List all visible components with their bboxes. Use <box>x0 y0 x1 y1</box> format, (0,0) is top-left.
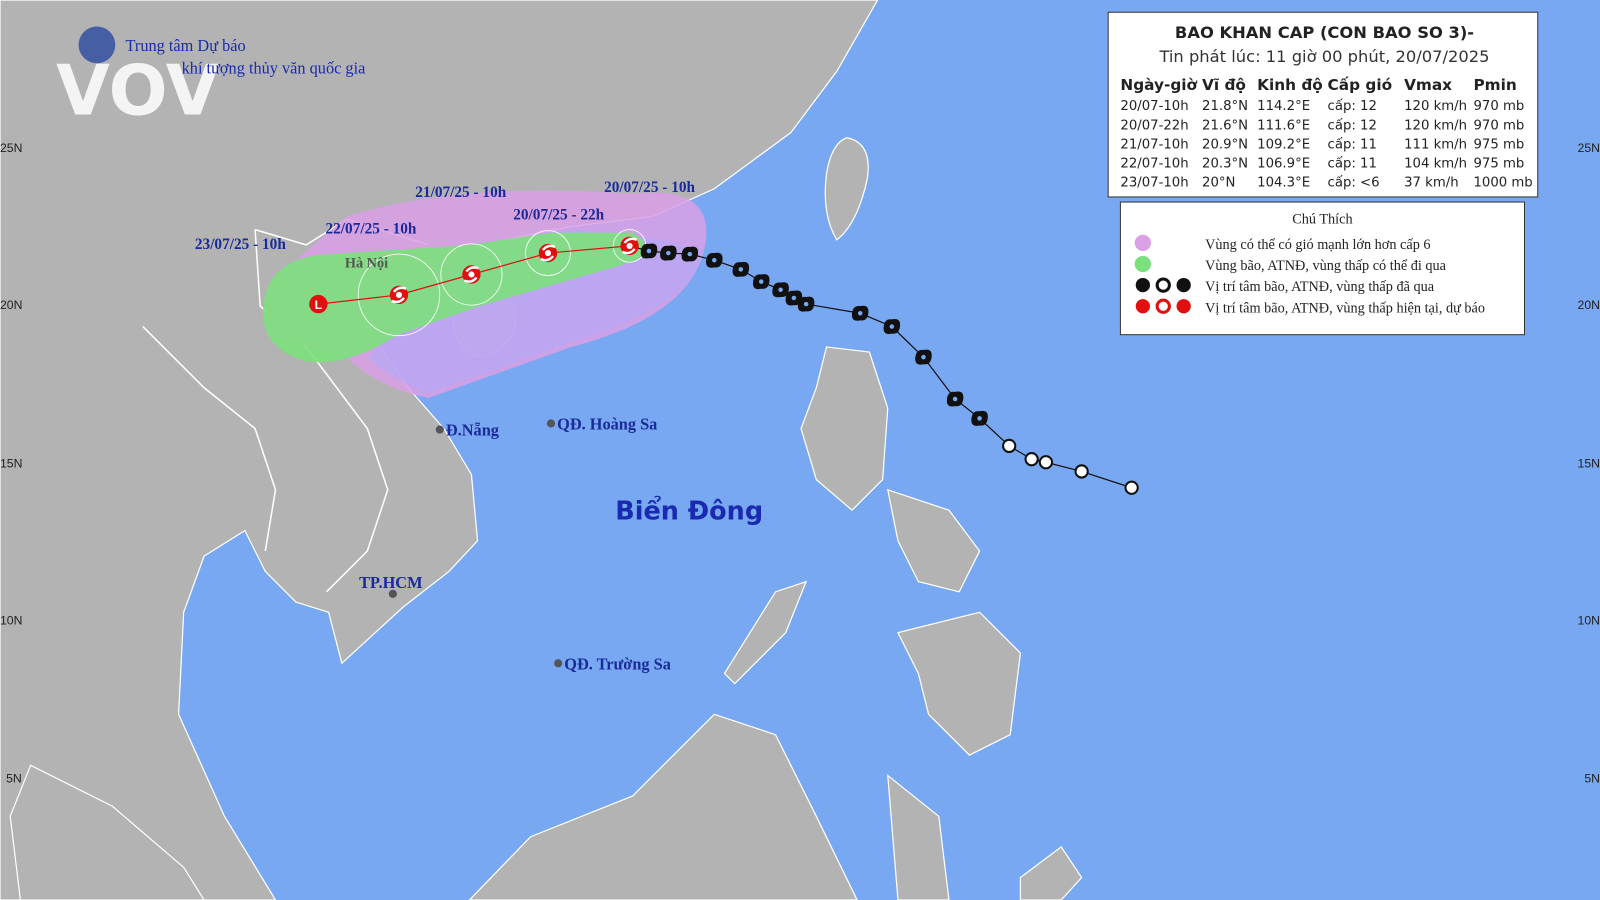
place-label: QĐ. Hoàng Sa <box>557 415 657 434</box>
table-cell: 111 km/h <box>1404 137 1467 152</box>
legend-frame <box>1119 201 1525 336</box>
legend-item: Vùng bão, ATNĐ, vùng thấp có thể đi qua <box>1205 258 1447 274</box>
table-header: Cấp gió <box>1328 76 1393 94</box>
legend-item: Vùng có thể có gió mạnh lớn hơn cấp 6 <box>1205 237 1430 253</box>
past-positions <box>640 243 1139 495</box>
lat-label: 5N <box>1584 772 1600 786</box>
track-label: 20/07/25 - 10h <box>604 179 695 196</box>
table-cell: 120 km/h <box>1404 99 1467 114</box>
table-cell: 21.8°N <box>1202 99 1248 114</box>
table-cell: 120 km/h <box>1404 118 1467 133</box>
place-label: QĐ. Trường Sa <box>564 654 671 673</box>
table-cell: cấp: 12 <box>1328 98 1377 114</box>
lat-label: 20N <box>0 298 22 312</box>
lat-label: 15N <box>1578 456 1600 470</box>
table-cell: 104 km/h <box>1404 156 1467 171</box>
forecast-positions: L <box>309 235 641 314</box>
table-cell: 970 mb <box>1473 99 1524 114</box>
logo-org: Trung tâm Dự báo <box>126 36 246 55</box>
lat-label: 10N <box>1578 613 1600 627</box>
table-cell: 20/07-22h <box>1120 118 1188 133</box>
track-label: 23/07/25 - 10h <box>195 236 286 253</box>
legend-swatch <box>1135 299 1150 314</box>
place-label: Hà Nội <box>345 255 388 271</box>
table-cell: 21/07-10h <box>1120 137 1188 152</box>
table-cell: 106.9°E <box>1257 156 1310 171</box>
lat-label: 25N <box>1578 141 1600 155</box>
table-header: Vmax <box>1404 76 1452 94</box>
table-cell: cấp: 11 <box>1328 136 1377 152</box>
legend-item: Vị trí tâm bão, ATNĐ, vùng thấp đã qua <box>1205 279 1435 295</box>
track-label: 20/07/25 - 22h <box>513 206 604 223</box>
track-label: 22/07/25 - 10h <box>326 221 417 238</box>
svg-text:L: L <box>315 298 323 312</box>
table-cell: 975 mb <box>1473 137 1524 152</box>
info-title: BAO KHAN CAP (CON BAO SO 3)- <box>1175 23 1474 42</box>
latitude-labels: 25N 20N 15N 10N 5N 25N 20N 15N 10N 5N <box>0 141 1600 786</box>
table-cell: 20.9°N <box>1202 137 1248 152</box>
table-cell: 22/07-10h <box>1120 156 1188 171</box>
lat-label: 25N <box>0 141 22 155</box>
table-header: Kinh độ <box>1257 76 1323 94</box>
lat-label: 10N <box>0 613 22 627</box>
legend: Chú Thích Vùng có thể có gió mạnh lớn hơ… <box>1119 201 1525 336</box>
legend-swatch <box>1134 234 1152 252</box>
lat-label: 5N <box>6 772 22 786</box>
legend-swatch <box>1155 277 1171 293</box>
table-cell: 1000 mb <box>1473 176 1532 191</box>
table-cell: 20/07-10h <box>1120 99 1188 114</box>
logo: VOV Trung tâm Dự báo khí tượng thủy văn … <box>56 26 366 131</box>
storm-path-zone <box>263 232 646 363</box>
lat-label: 20N <box>1578 298 1600 312</box>
table-cell: 20°N <box>1202 176 1235 191</box>
legend-item: Vị trí tâm bão, ATNĐ, vùng thấp hiện tại… <box>1205 300 1485 316</box>
logo-org: khí tượng thủy văn quốc gia <box>182 58 366 77</box>
legend-swatch <box>1176 299 1191 314</box>
table-cell: 37 km/h <box>1404 176 1459 191</box>
logo-brand: VOV <box>56 51 220 131</box>
info-box-frame <box>1107 11 1539 198</box>
table-cell: 21.6°N <box>1202 118 1248 133</box>
info-box: BAO KHAN CAP (CON BAO SO 3)- Tin phát lú… <box>1107 11 1539 198</box>
legend-swatch <box>1135 277 1150 293</box>
info-subtitle: Tin phát lúc: 11 giờ 00 phút, 20/07/2025 <box>1158 47 1489 66</box>
city-dots <box>388 419 563 668</box>
sea-label: Biển Đông <box>615 495 763 526</box>
table-cell: cấp: 12 <box>1328 117 1377 133</box>
legend-swatch <box>1134 255 1152 273</box>
legend-swatch <box>1155 298 1171 314</box>
table-cell: cấp: <6 <box>1328 175 1380 191</box>
legend-title: Chú Thích <box>1292 211 1352 227</box>
risk-zones <box>263 190 707 398</box>
table-header: Vĩ độ <box>1202 76 1246 94</box>
table-cell: 104.3°E <box>1257 176 1310 191</box>
place-label: TP.HCM <box>359 573 422 592</box>
table-cell: 114.2°E <box>1257 99 1310 114</box>
table-header: Ngày-giờ <box>1120 76 1197 94</box>
lat-label: 15N <box>0 456 22 470</box>
table-cell: 111.6°E <box>1257 118 1310 133</box>
table-cell: 23/07-10h <box>1120 176 1188 191</box>
track-label: 21/07/25 - 10h <box>415 184 506 201</box>
strong-wind-zone-sea <box>367 230 705 393</box>
legend-swatch <box>1176 277 1191 293</box>
place-label: Đ.Nẵng <box>446 421 499 440</box>
table-header: Pmin <box>1473 76 1516 94</box>
table-cell: 109.2°E <box>1257 137 1310 152</box>
table-cell: 970 mb <box>1473 118 1524 133</box>
table-cell: 975 mb <box>1473 156 1524 171</box>
table-cell: 20.3°N <box>1202 156 1248 171</box>
table-cell: cấp: 11 <box>1328 155 1377 171</box>
